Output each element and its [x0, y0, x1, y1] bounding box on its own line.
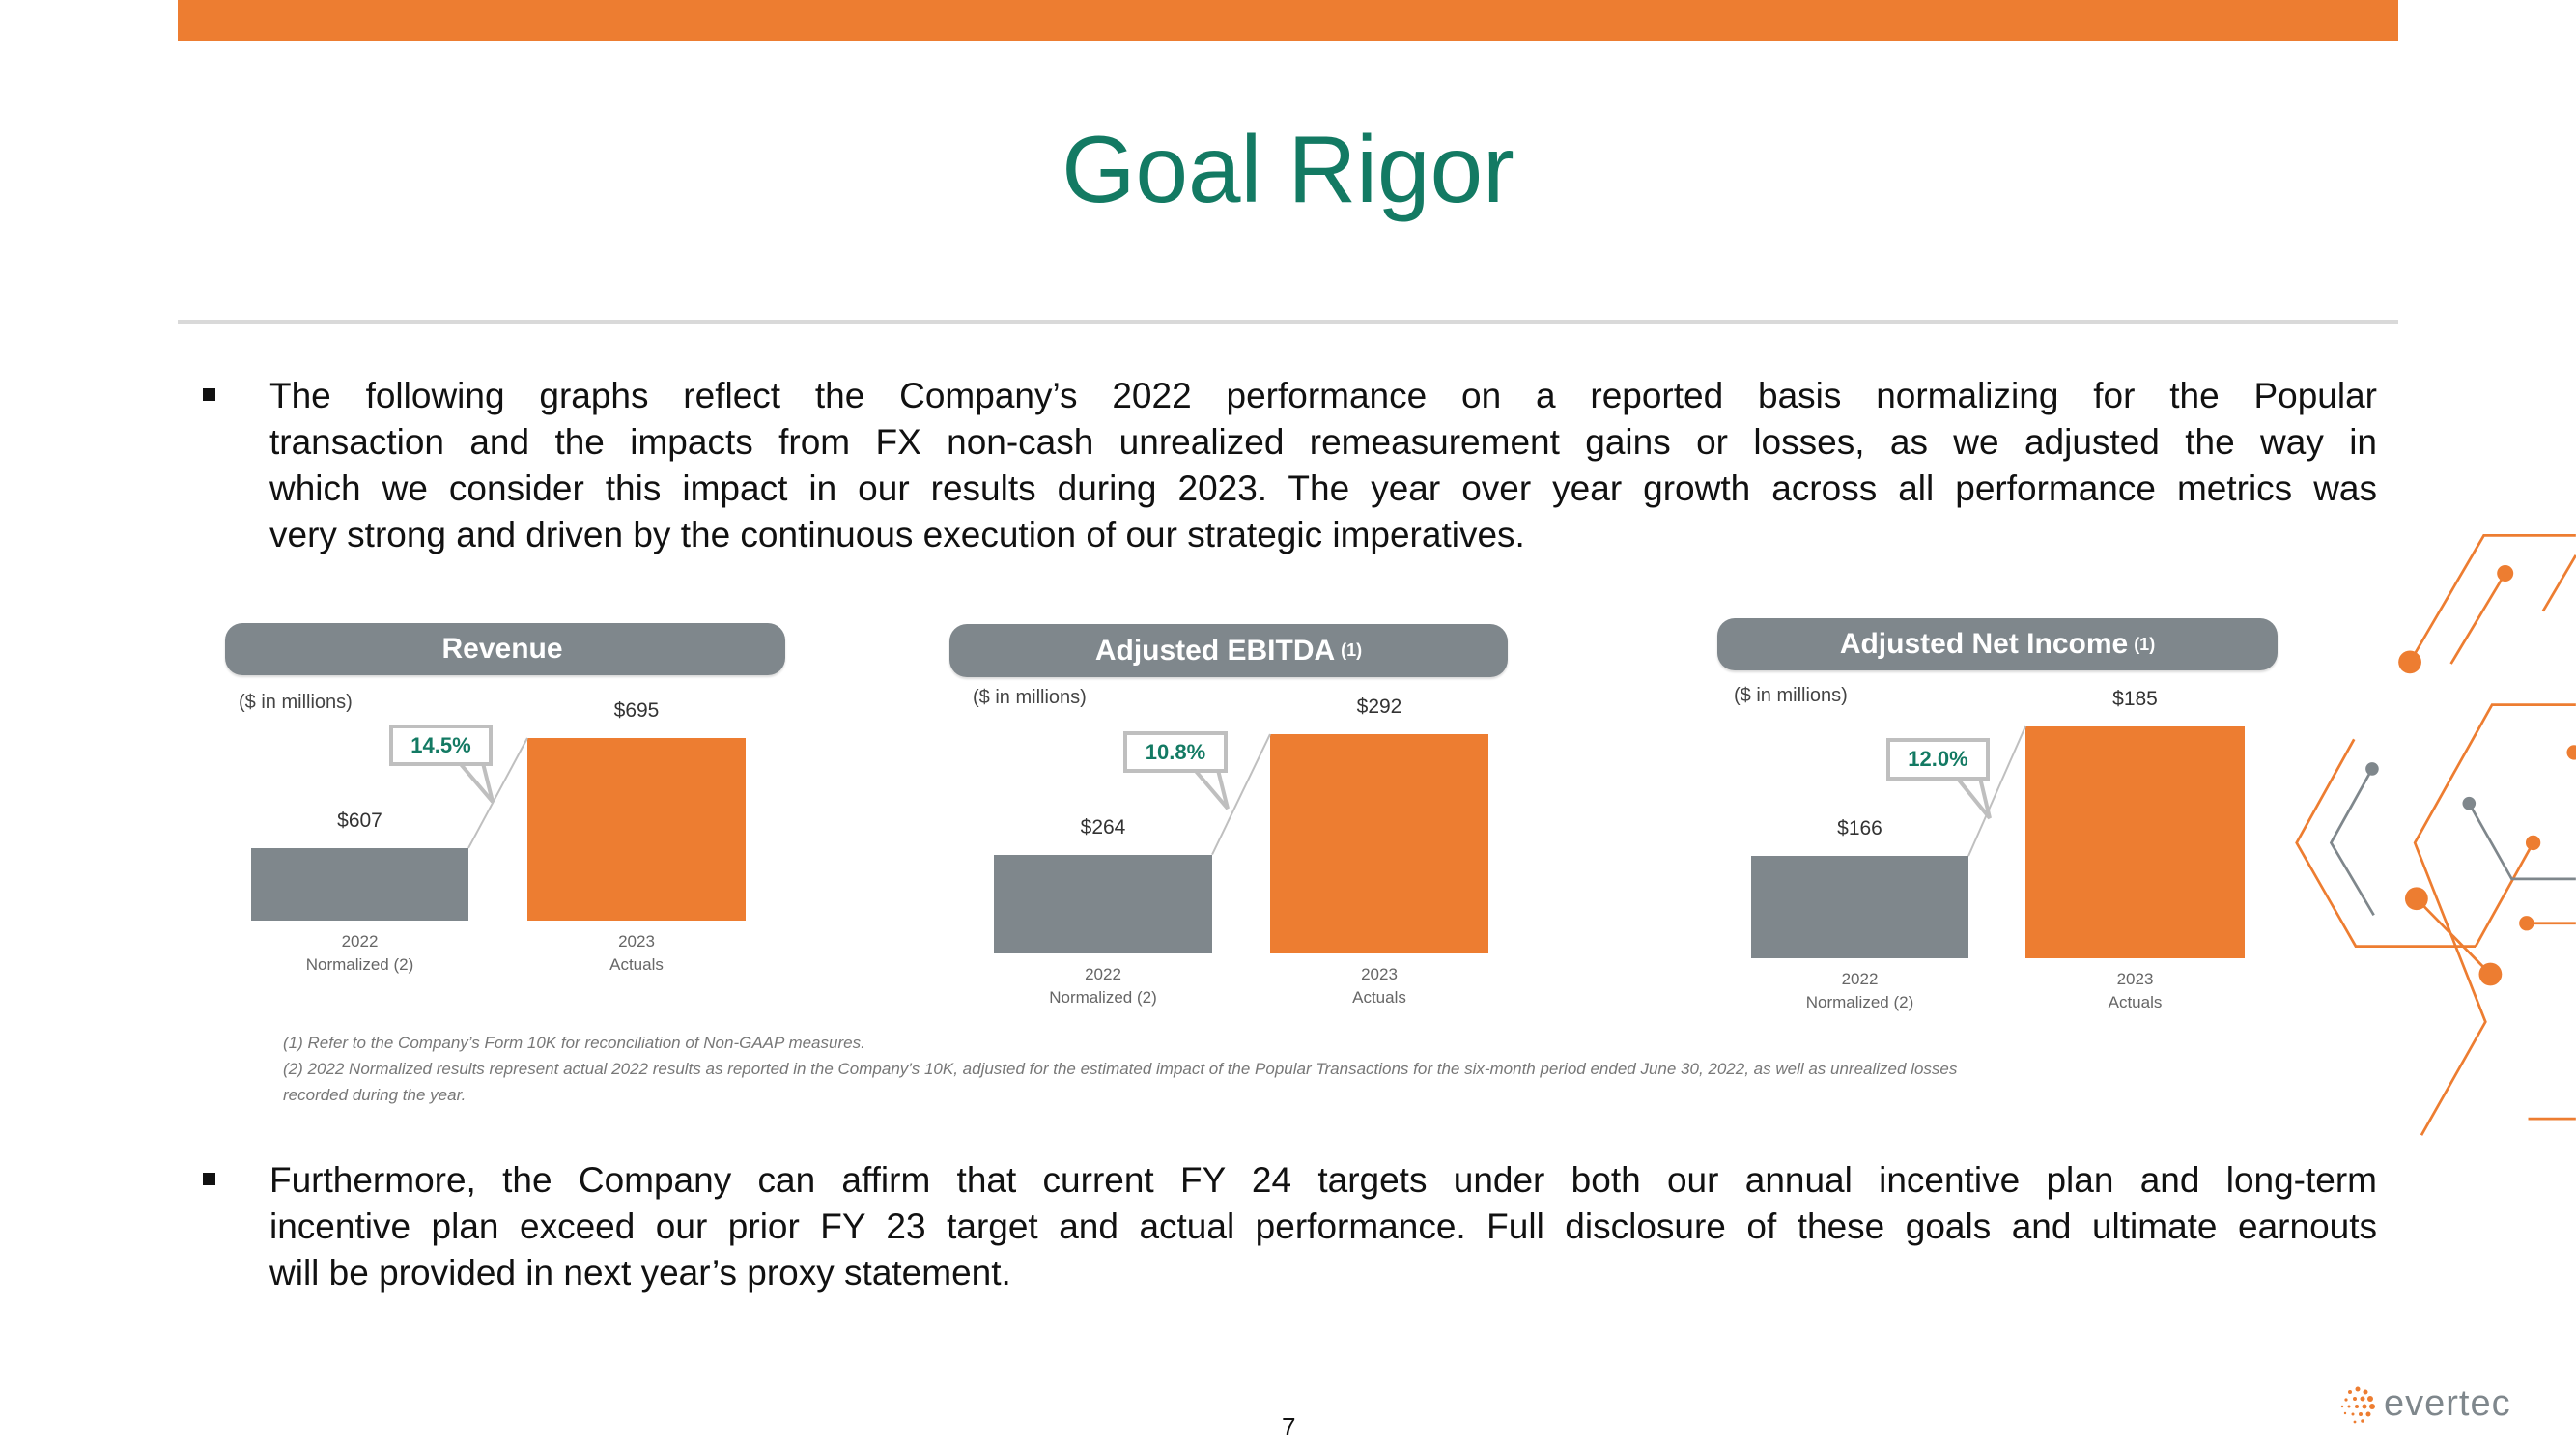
- category-label-line: 2022: [1841, 970, 1879, 988]
- chart-header: Adjusted EBITDA (1): [949, 624, 1508, 677]
- top-accent-bar: [178, 0, 2398, 41]
- chart-title: Adjusted EBITDA: [1094, 634, 1336, 667]
- evertec-dots-logo-icon: [2340, 1386, 2375, 1424]
- category-label: 2023 Actuals: [609, 930, 664, 977]
- square-bullet-icon: [203, 388, 215, 401]
- paragraph-line: Furthermore, the Company can affirm that…: [269, 1160, 2377, 1200]
- category-label-line: Actuals: [609, 955, 664, 974]
- paragraph-line: which we consider this impact in our res…: [269, 469, 2377, 508]
- chart-title: Adjusted Net Income: [1839, 628, 2129, 660]
- category-label-line: Normalized (2): [1805, 993, 1914, 1011]
- square-bullet-icon: [203, 1173, 215, 1185]
- bar-2022: [1751, 856, 1968, 958]
- chart-title-note: (1): [1341, 640, 1363, 660]
- footnote-1: (1) Refer to the Company’s Form 10K for …: [283, 1034, 865, 1052]
- value-label: $166: [1837, 817, 1882, 840]
- paragraph-line: very strong and driven by the continuous…: [269, 515, 1525, 554]
- bar-2023: [1270, 734, 1488, 953]
- growth-callout: 14.5%: [389, 724, 493, 766]
- growth-callout: 10.8%: [1123, 731, 1228, 773]
- page-number: 7: [1282, 1412, 1296, 1441]
- category-label-line: 2022: [341, 932, 379, 951]
- paragraph-line: The following graphs reflect the Company…: [269, 376, 2377, 415]
- paragraph-line: will be provided in next year’s proxy st…: [269, 1253, 1011, 1293]
- page-title: Goal Rigor: [1062, 116, 1514, 222]
- bar-2022: [994, 854, 1212, 953]
- category-label: 2022 Normalized (2): [306, 930, 413, 977]
- units-label: ($ in millions): [239, 692, 353, 713]
- bullet-paragraph-1: The following graphs reflect the Company…: [269, 373, 2377, 558]
- value-label: $607: [337, 809, 382, 832]
- category-label-line: 2023: [618, 932, 655, 951]
- category-label: 2023 Actuals: [2109, 968, 2163, 1014]
- category-label-line: 2022: [1085, 965, 1121, 983]
- units-label: ($ in millions): [973, 687, 1087, 708]
- bar-2023: [2025, 726, 2245, 958]
- value-label: $185: [2112, 688, 2158, 710]
- bar-2023: [527, 738, 746, 921]
- chart-title-note: (1): [2134, 634, 2156, 654]
- value-label: $292: [1356, 696, 1402, 718]
- evertec-logo-text: evertec: [2384, 1383, 2511, 1424]
- category-label: 2022 Normalized (2): [1806, 968, 1913, 1014]
- category-label-line: Normalized (2): [1049, 988, 1157, 1007]
- category-label: 2022 Normalized (2): [1049, 963, 1156, 1009]
- category-label-line: Normalized (2): [305, 955, 414, 974]
- paragraph-line: incentive plan exceed our prior FY 23 ta…: [269, 1207, 2377, 1246]
- footnote-2: (2) 2022 Normalized results represent ac…: [283, 1060, 1958, 1078]
- category-label-line: Actuals: [2108, 993, 2163, 1011]
- bullet-paragraph-2: Furthermore, the Company can affirm that…: [269, 1157, 2377, 1296]
- category-label-line: 2023: [1361, 965, 1398, 983]
- category-label: 2023 Actuals: [1352, 963, 1406, 1009]
- growth-callout: 12.0%: [1886, 738, 1990, 781]
- paragraph-line: transaction and the impacts from FX non-…: [269, 422, 2377, 462]
- bar-2022: [251, 847, 468, 921]
- chart-header: Revenue: [225, 623, 785, 675]
- footnote-2-cont: recorded during the year.: [283, 1086, 467, 1104]
- chart-header: Adjusted Net Income (1): [1717, 618, 2278, 670]
- value-label: $264: [1080, 815, 1126, 838]
- title-divider: [178, 320, 2398, 324]
- value-label: $695: [613, 699, 660, 722]
- units-label: ($ in millions): [1734, 685, 1848, 706]
- category-label-line: 2023: [2116, 970, 2154, 988]
- category-label-line: Actuals: [1352, 988, 1406, 1007]
- chart-title: Revenue: [441, 633, 563, 665]
